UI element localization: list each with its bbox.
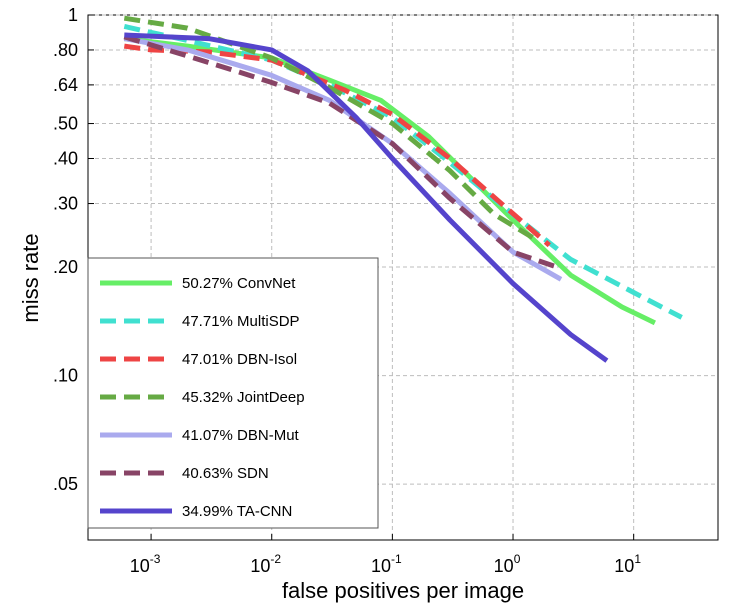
legend-label-sdn: 40.63% SDN xyxy=(182,465,269,482)
legend: 50.27% ConvNet 47.71% MultiSDP 47.01% DBN-… xyxy=(87,257,379,529)
series-line-jointdeep xyxy=(123,15,536,241)
x-tick-exponent: 1 xyxy=(634,552,641,566)
y-tick-label: .40 xyxy=(53,148,78,168)
x-tick-base: 10 xyxy=(130,556,150,576)
legend-box xyxy=(87,257,379,529)
x-tick-label: 100 xyxy=(494,552,521,576)
y-tick-label: .50 xyxy=(53,114,78,134)
series-line-sdn xyxy=(123,34,558,270)
legend-label-dbn-isol: 47.01% DBN-Isol xyxy=(182,351,297,368)
y-axis-title: miss rate xyxy=(18,233,43,322)
x-tick-label: 10-3 xyxy=(130,552,161,576)
legend-label-dbn-mut: 41.07% DBN-Mut xyxy=(182,427,300,444)
y-tick-label: .64 xyxy=(53,75,78,95)
series-layer xyxy=(123,15,683,363)
series-line-dbn-mut xyxy=(123,36,563,282)
x-tick-base: 10 xyxy=(250,556,270,576)
legend-label-convnet: 50.27% ConvNet xyxy=(182,275,296,292)
legend-label-ta-cnn: 34.99% TA-CNN xyxy=(182,503,292,520)
legend-label-multisdp: 47.71% MultiSDP xyxy=(182,313,300,330)
y-axis-ticks: 1 .80 .64 .50 .40 .30 .20 .10 .05 xyxy=(53,5,94,494)
legend-label-jointdeep: 45.32% JointDeep xyxy=(182,389,305,406)
series-line-ta-cnn xyxy=(124,32,609,363)
x-axis-title: false positives per image xyxy=(282,578,524,603)
x-tick-base: 10 xyxy=(614,556,634,576)
y-tick-label: 1 xyxy=(68,5,78,25)
series-line-dbn-isol xyxy=(123,43,551,248)
y-tick-label: .10 xyxy=(53,366,78,386)
x-tick-exponent: -1 xyxy=(391,552,402,566)
x-tick-base: 10 xyxy=(494,556,514,576)
series-line-multisdp xyxy=(123,23,683,320)
x-tick-base: 10 xyxy=(371,556,391,576)
y-tick-label: .30 xyxy=(53,194,78,214)
x-tick-label: 101 xyxy=(614,552,641,576)
x-tick-label: 10-1 xyxy=(371,552,402,576)
x-tick-exponent: -3 xyxy=(150,552,161,566)
x-axis-ticks: 10-3 10-2 10-1 100 101 xyxy=(130,534,641,576)
y-tick-label: .05 xyxy=(53,474,78,494)
x-tick-exponent: -2 xyxy=(270,552,281,566)
x-tick-exponent: 0 xyxy=(514,552,521,566)
y-tick-label: .80 xyxy=(53,40,78,60)
x-tick-label: 10-2 xyxy=(250,552,281,576)
y-tick-label: .20 xyxy=(53,257,78,277)
